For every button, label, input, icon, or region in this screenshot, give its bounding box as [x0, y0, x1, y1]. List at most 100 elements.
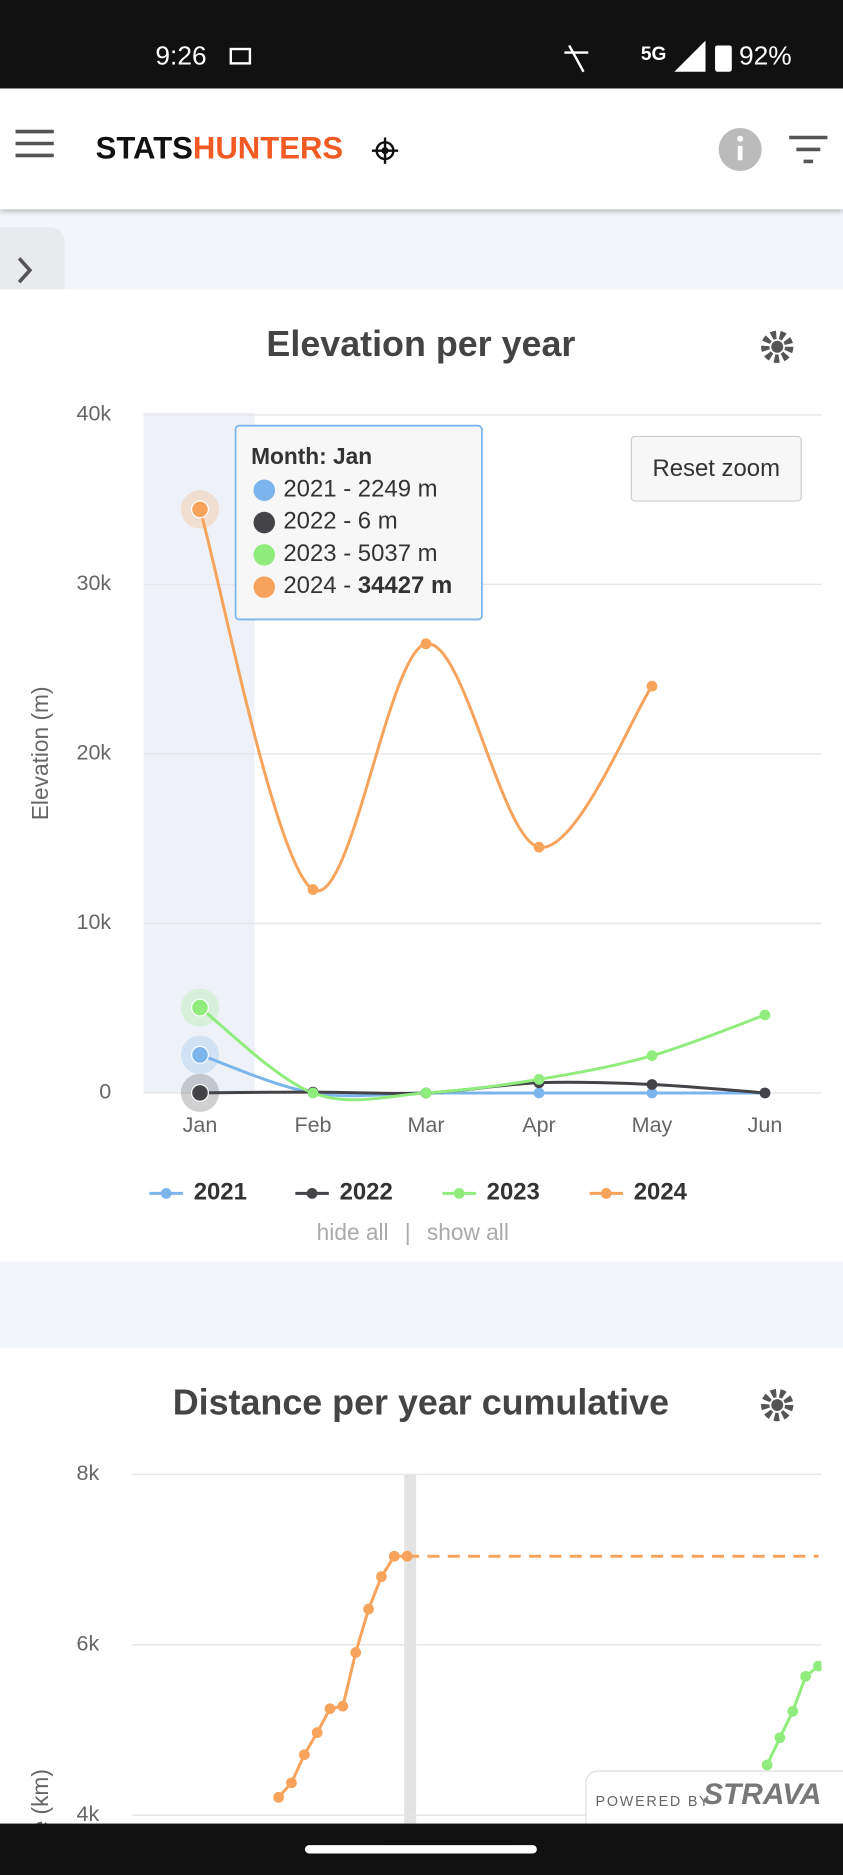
plot-lines	[180, 490, 771, 1112]
hide-all-link[interactable]: hide all	[317, 1219, 389, 1245]
series-line	[198, 508, 654, 893]
legend-item[interactable]: 2021	[149, 1179, 247, 1206]
tooltip-line: 2022 - 6 m	[283, 508, 397, 535]
tooltip-text: 2021 - 2249 m	[283, 476, 437, 503]
brand-accent: HUNTERS	[193, 131, 343, 166]
legend-marker	[160, 1188, 172, 1199]
point-marker	[646, 1050, 658, 1062]
point-marker	[774, 1732, 786, 1744]
x-tick-label: Mar	[407, 1113, 444, 1137]
tooltip: Month: Jan 2021 - 2249 m 2022 - 6 m 2023 - …	[234, 424, 483, 621]
tooltip-text: 2022 - 6 m	[283, 508, 397, 535]
zoom-crosshair	[404, 1474, 417, 1834]
point-marker	[761, 1759, 773, 1771]
point-marker	[388, 1550, 400, 1562]
point-marker	[813, 1660, 822, 1672]
point-marker	[191, 1083, 209, 1102]
legend-label: 2022	[340, 1179, 393, 1206]
point-marker	[273, 1791, 284, 1803]
chevron-icon	[17, 257, 33, 284]
point-marker	[420, 1087, 432, 1099]
point-marker	[307, 884, 319, 895]
y-tick-label: 0	[99, 1080, 111, 1104]
point-marker	[363, 1603, 374, 1615]
separator: |	[405, 1219, 411, 1245]
y-tick-label: 8k	[77, 1461, 100, 1485]
legend-label: 2024	[634, 1179, 688, 1206]
point-marker	[311, 1727, 323, 1738]
point-marker	[533, 841, 545, 853]
point-marker	[420, 638, 432, 650]
point-marker	[337, 1700, 349, 1712]
notification-icon	[564, 44, 589, 73]
status-battery: 92%	[739, 40, 792, 70]
filter-button[interactable]	[789, 135, 828, 164]
legend-marker	[600, 1188, 612, 1199]
point-marker	[191, 500, 209, 519]
point-marker	[191, 1045, 209, 1064]
point-marker	[376, 1571, 387, 1583]
tooltip-marker	[253, 479, 276, 502]
menu-button[interactable]	[15, 129, 54, 158]
home-indicator[interactable]	[304, 1845, 537, 1854]
settings-button[interactable]	[761, 1388, 794, 1422]
battery-icon	[715, 45, 732, 72]
info-button[interactable]	[718, 127, 762, 171]
point-marker	[759, 1087, 771, 1099]
tooltip-bold-value: 34427 m	[358, 572, 452, 599]
y-tick-label: 40k	[77, 402, 112, 426]
series-line	[199, 1006, 766, 1102]
x-tick-label: Jan	[183, 1113, 218, 1137]
point-marker	[800, 1670, 812, 1682]
legend-label: 2021	[194, 1179, 247, 1206]
powered-by: POWERED BY	[595, 1794, 710, 1810]
reset-zoom-button[interactable]: Reset zoom	[630, 435, 802, 502]
plot-lines	[273, 1550, 822, 1803]
legend-item[interactable]: 2023	[442, 1179, 540, 1206]
y-tick-label: 4k	[77, 1802, 100, 1826]
show-all-link[interactable]: show all	[427, 1219, 509, 1245]
button-box	[630, 435, 802, 502]
tooltip-line: 2023 - 5037 m	[283, 540, 437, 567]
tooltip-marker	[253, 511, 276, 534]
tooltip-text: 2024 -	[283, 572, 357, 599]
point-marker	[324, 1703, 336, 1715]
point-marker	[191, 998, 209, 1017]
status-bar	[0, 0, 843, 89]
tooltip-text: 2023 - 5037 m	[283, 540, 437, 567]
series-line	[199, 1053, 765, 1098]
status-time: 9:26	[155, 40, 206, 70]
y-tick-label: 10k	[77, 910, 112, 934]
mail-icon	[229, 47, 252, 65]
point-marker	[286, 1777, 297, 1789]
legend-marker	[453, 1188, 465, 1199]
point-marker	[533, 1074, 545, 1085]
legend-item[interactable]: 2022	[295, 1179, 393, 1206]
point-marker	[533, 1087, 545, 1099]
chart-title: Elevation per year	[266, 324, 575, 364]
point-marker	[646, 1079, 658, 1090]
legend-item[interactable]: 2024	[589, 1179, 688, 1206]
app-header	[0, 88, 843, 210]
point-marker	[307, 1087, 319, 1099]
status-network: 5G	[641, 44, 667, 65]
tooltip-line: 2021 - 2249 m	[283, 476, 437, 503]
x-tick-label: Jun	[748, 1113, 783, 1137]
brand-logo: STATSHUNTERS	[96, 131, 343, 166]
brand-dark: STATS	[96, 131, 193, 166]
x-tick-label: Feb	[294, 1113, 331, 1137]
tooltip-title: Month: Jan	[251, 443, 372, 469]
y-tick-label: 6k	[77, 1631, 100, 1655]
settings-button[interactable]	[761, 330, 794, 363]
x-tick-label: Apr	[522, 1113, 555, 1137]
point-marker	[787, 1705, 799, 1717]
brand-target	[371, 137, 399, 164]
legend-label: 2023	[487, 1179, 540, 1206]
point-marker	[759, 1009, 771, 1021]
tooltip-marker	[253, 576, 276, 598]
point-marker	[646, 680, 658, 692]
point-marker	[401, 1550, 413, 1562]
x-tick-label: May	[632, 1113, 673, 1137]
